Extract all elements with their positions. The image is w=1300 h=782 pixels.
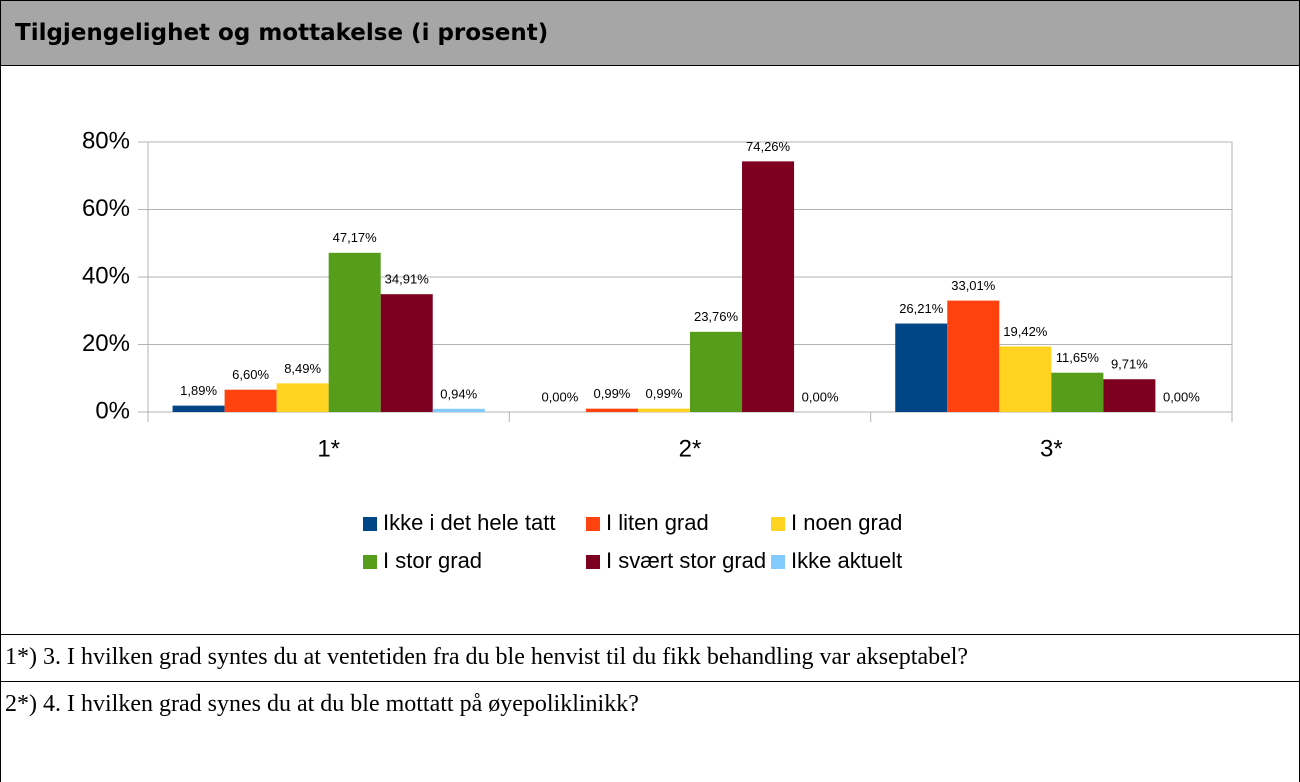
legend-swatch — [363, 555, 377, 569]
legend-swatch — [586, 555, 600, 569]
x-tick-label: 1* — [317, 435, 340, 462]
data-label: 0,00% — [541, 389, 578, 404]
bar — [947, 300, 1000, 412]
legend-label: I noen grad — [791, 510, 902, 535]
legend-swatch — [586, 517, 600, 531]
data-label: 33,01% — [951, 278, 996, 293]
legend-label: Ikke aktuelt — [791, 548, 902, 573]
bar — [328, 252, 381, 412]
data-label: 34,91% — [385, 272, 430, 287]
data-label: 0,94% — [440, 386, 477, 401]
y-tick-label: 20% — [82, 330, 130, 357]
legend-swatch — [771, 555, 785, 569]
bar — [276, 383, 329, 412]
data-label: 19,42% — [1003, 324, 1048, 339]
legend-swatch — [363, 517, 377, 531]
header-title: Tilgjengelighet og mottakelse (i prosent… — [1, 1, 1299, 66]
bar — [432, 408, 485, 412]
footnote: 1*) 3. I hvilken grad syntes du at vente… — [1, 634, 1299, 681]
data-label: 9,71% — [1111, 357, 1148, 372]
data-label: 0,99% — [594, 386, 631, 401]
footnote: 2*) 4. I hvilken grad synes du at du ble… — [1, 681, 1299, 728]
bar — [1051, 372, 1104, 412]
legend-label: Ikke i det hele tatt — [383, 510, 555, 535]
data-label: 8,49% — [284, 361, 321, 376]
data-label: 74,26% — [746, 139, 791, 154]
y-tick-label: 40% — [82, 262, 130, 289]
data-label: 47,17% — [333, 230, 378, 245]
bar — [999, 346, 1052, 412]
x-tick-label: 3* — [1040, 435, 1063, 462]
bar — [585, 408, 638, 412]
data-label: 1,89% — [180, 383, 217, 398]
data-label: 26,21% — [899, 301, 944, 316]
data-label: 0,00% — [802, 389, 839, 404]
chart: 0% 20% 40% 60% 80% 1* 2* 3* 1,89% 0,00% 26,21% Ikke… — [82, 127, 1233, 573]
bar — [380, 294, 433, 412]
data-label: 0,00% — [1163, 389, 1200, 404]
legend-label: I liten grad — [606, 510, 709, 535]
legend-label: I svært stor grad — [606, 548, 766, 573]
y-tick-label: 60% — [82, 195, 130, 222]
bar — [1103, 379, 1156, 412]
bar — [742, 161, 795, 412]
data-label: 6,60% — [232, 367, 269, 382]
bar — [224, 389, 277, 412]
y-tick-label: 80% — [82, 127, 130, 154]
bar — [172, 405, 225, 412]
legend-label: I stor grad — [383, 548, 482, 573]
data-label: 11,65% — [1056, 350, 1100, 365]
data-label: 0,99% — [646, 386, 683, 401]
bar — [895, 323, 948, 412]
legend-swatch — [771, 517, 785, 531]
bar — [690, 331, 743, 412]
bar — [637, 408, 690, 412]
data-label: 23,76% — [694, 309, 739, 324]
x-tick-label: 2* — [679, 435, 702, 462]
y-tick-label: 0% — [95, 397, 130, 424]
